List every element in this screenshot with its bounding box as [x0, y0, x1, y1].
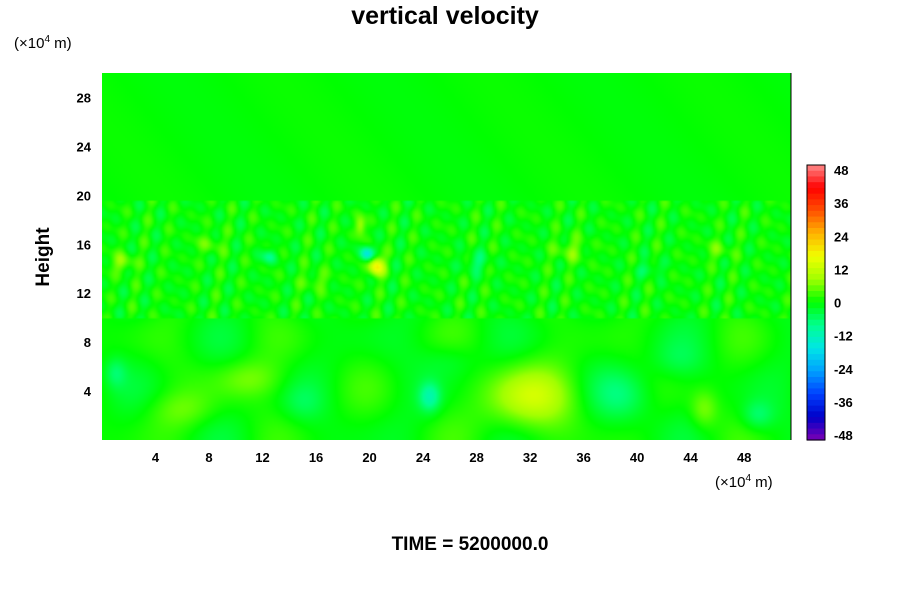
colorbar-tick-label-6: -24: [834, 362, 854, 377]
y-tick-label-3: 16: [77, 237, 91, 252]
colorbar-strip-26: [807, 313, 825, 321]
heatmap-plot-area: [102, 73, 791, 440]
colorbar-strip-13: [807, 239, 825, 246]
colorbar-strip-22: [807, 291, 825, 298]
y-axis-unit: (×104 m): [14, 34, 72, 52]
colorbar-tick-label-8: -48: [834, 428, 853, 443]
colorbar-strip-34: [807, 359, 825, 367]
x-tick-label-1: 8: [205, 450, 212, 465]
x-tick-label-2: 12: [255, 450, 269, 465]
colorbar-frame: [806, 164, 826, 441]
colorbar-strip-6: [807, 199, 825, 206]
x-axis-ticks: 4 8 12 16 20 24 28 32 36 40 44 48: [152, 450, 752, 465]
colorbar-strip-4: [807, 187, 825, 195]
colorbar-strip-2: [807, 176, 825, 183]
colorbar-tick-label-2: 24: [834, 229, 849, 244]
chart-title: vertical velocity: [351, 2, 539, 30]
heatmap-image: [102, 73, 791, 440]
colorbar-ticks: 48 36 24 12 0 -12 -24 -36 -48: [834, 163, 854, 443]
colorbar-strip-42: [807, 405, 825, 412]
x-tick-label-0: 4: [152, 450, 160, 465]
colorbar-strip-21: [807, 285, 825, 292]
x-tick-label-9: 40: [630, 450, 644, 465]
colorbar-strip-1: [807, 170, 825, 178]
colorbar-strip-23: [807, 296, 825, 304]
colorbar-strip-9: [807, 216, 825, 223]
colorbar-strip-44: [807, 417, 825, 424]
colorbar-strip-3: [807, 182, 825, 189]
colorbar-strip-31: [807, 342, 825, 349]
colorbar-strip-27: [807, 319, 825, 327]
colorbar-tick-label-1: 36: [834, 196, 848, 211]
colorbar-tick-label-0: 48: [834, 163, 848, 178]
colorbar-strip-45: [807, 422, 825, 430]
colorbar-strip-17: [807, 262, 825, 269]
colorbar: [806, 164, 826, 441]
y-tick-label-4: 20: [77, 188, 91, 203]
colorbar-strip-20: [807, 279, 825, 286]
colorbar-tick-label-5: -12: [834, 329, 853, 344]
colorbar-strip-47: [807, 434, 825, 441]
x-tick-label-10: 44: [683, 450, 698, 465]
colorbar-strip-16: [807, 256, 825, 263]
colorbar-strip-10: [807, 222, 825, 229]
colorbar-tick-label-3: 12: [834, 262, 848, 277]
colorbar-strip-41: [807, 399, 825, 407]
x-tick-label-7: 32: [523, 450, 537, 465]
colorbar-strip-25: [807, 308, 825, 315]
colorbar-strip-38: [807, 382, 825, 390]
colorbar-strip-28: [807, 325, 825, 332]
colorbar-strip-46: [807, 428, 825, 435]
x-tick-label-6: 28: [469, 450, 483, 465]
colorbar-strip-39: [807, 388, 825, 395]
colorbar-strip-33: [807, 354, 825, 361]
y-tick-label-2: 12: [77, 286, 91, 301]
colorbar-strip-0: [807, 165, 825, 172]
x-axis-unit: (×104 m): [715, 473, 773, 491]
y-tick-label-1: 8: [84, 335, 91, 350]
colorbar-tick-label-7: -36: [834, 395, 853, 410]
y-tick-label-0: 4: [84, 384, 92, 399]
x-tick-label-11: 48: [737, 450, 751, 465]
colorbar-strip-8: [807, 210, 825, 218]
colorbar-strip-40: [807, 394, 825, 401]
colorbar-strip-5: [807, 193, 825, 200]
colorbar-strip-24: [807, 302, 825, 309]
x-tick-label-5: 24: [416, 450, 431, 465]
colorbar-strip-18: [807, 268, 825, 275]
colorbar-strip-37: [807, 376, 825, 384]
colorbar-strip-7: [807, 205, 825, 212]
y-tick-label-5: 24: [77, 139, 92, 154]
x-tick-label-8: 36: [576, 450, 590, 465]
colorbar-strip-35: [807, 365, 825, 372]
colorbar-strip-12: [807, 233, 825, 241]
time-label: TIME = 5200000.0: [392, 534, 549, 555]
colorbar-strip-43: [807, 411, 825, 418]
colorbar-strip-14: [807, 245, 825, 252]
x-tick-label-3: 16: [309, 450, 323, 465]
colorbar-strip-32: [807, 348, 825, 355]
colorbar-strip-19: [807, 273, 825, 281]
y-axis-ticks: 4 8 12 16 20 24 28: [77, 90, 92, 399]
y-tick-label-6: 28: [77, 90, 91, 105]
colorbar-strip-15: [807, 250, 825, 258]
colorbar-strip-30: [807, 336, 825, 344]
y-axis-label: Height: [33, 227, 54, 287]
colorbar-tick-label-4: 0: [834, 296, 841, 311]
colorbar-strip-36: [807, 371, 825, 378]
colorbar-strip-11: [807, 228, 825, 235]
colorbar-strip-29: [807, 331, 825, 338]
x-tick-label-4: 20: [362, 450, 376, 465]
